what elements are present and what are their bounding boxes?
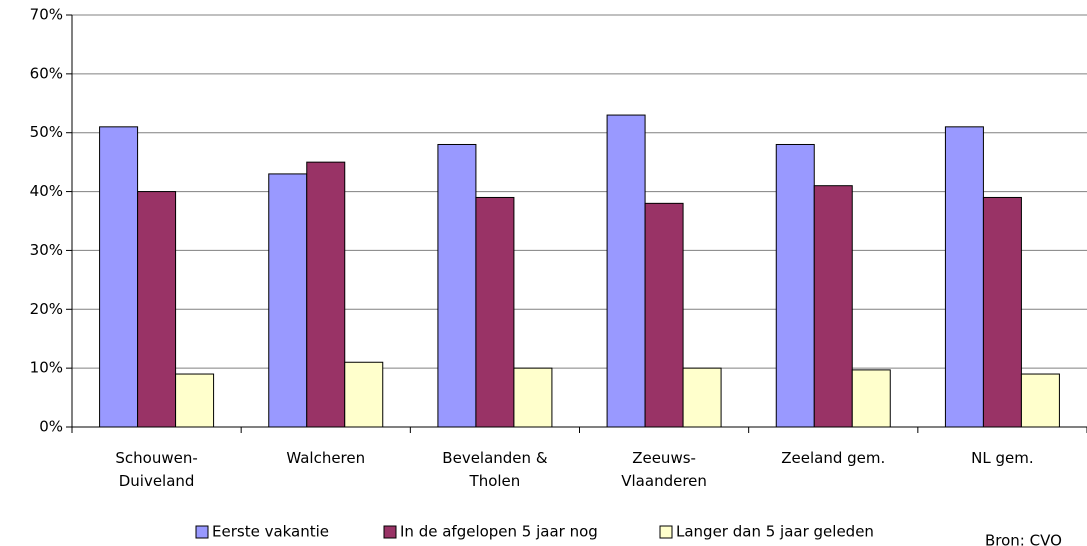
- bar: [268, 173, 308, 428]
- x-tick-label: Bevelanden & Tholen: [442, 449, 548, 490]
- bar: [606, 114, 646, 428]
- bar: [944, 126, 984, 428]
- bar: [99, 126, 139, 428]
- y-tick-label: 10%: [30, 359, 63, 377]
- x-tick-label: Walcheren: [286, 449, 366, 467]
- legend-swatch: [659, 525, 673, 539]
- legend-label: Langer dan 5 jaar geleden: [676, 523, 874, 541]
- legend-label: In de afgelopen 5 jaar nog: [400, 523, 598, 541]
- legend-swatch: [383, 525, 397, 539]
- y-tick-label: 20%: [30, 300, 63, 318]
- bar: [175, 373, 215, 428]
- bar: [851, 369, 891, 428]
- y-tick-label: 70%: [30, 6, 63, 24]
- bar: [475, 196, 515, 428]
- bar: [513, 367, 553, 428]
- x-tick-label: Zeeuws-Vlaanderen: [621, 449, 707, 490]
- y-tick-label: 30%: [30, 241, 63, 259]
- x-tick-label: Schouwen-Duiveland: [115, 449, 198, 490]
- bar: [306, 161, 346, 428]
- y-tick-label: 60%: [30, 64, 63, 82]
- y-tick-label: 0%: [39, 418, 63, 436]
- legend-swatch: [195, 525, 209, 539]
- bar: [137, 191, 177, 428]
- x-tick-label: Zeeland gem.: [781, 449, 886, 467]
- bar: [1020, 373, 1060, 428]
- bar: [437, 143, 477, 428]
- bar: [775, 143, 815, 428]
- bar: [813, 185, 853, 428]
- bar: [644, 202, 684, 428]
- y-tick-label: 50%: [30, 123, 63, 141]
- x-tick-label: NL gem.: [971, 449, 1034, 467]
- source-note: Bron: CVO: [985, 532, 1062, 546]
- bar: [982, 196, 1022, 428]
- legend-label: Eerste vakantie: [212, 523, 329, 541]
- y-tick-label: 40%: [30, 182, 63, 200]
- bar: [344, 361, 384, 428]
- bar: [682, 367, 722, 428]
